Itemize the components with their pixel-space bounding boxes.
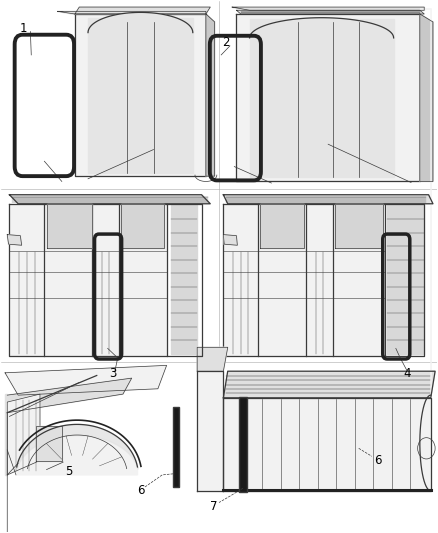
Polygon shape bbox=[46, 204, 92, 248]
Polygon shape bbox=[57, 11, 206, 14]
Polygon shape bbox=[10, 204, 166, 356]
Polygon shape bbox=[121, 204, 164, 248]
Polygon shape bbox=[261, 204, 304, 248]
Polygon shape bbox=[223, 371, 435, 398]
Polygon shape bbox=[171, 205, 197, 354]
Text: 6: 6 bbox=[374, 454, 382, 466]
Polygon shape bbox=[5, 394, 7, 475]
Polygon shape bbox=[223, 235, 237, 245]
Text: 5: 5 bbox=[65, 465, 72, 478]
Polygon shape bbox=[75, 14, 206, 176]
Polygon shape bbox=[5, 366, 166, 395]
Polygon shape bbox=[237, 10, 424, 14]
Polygon shape bbox=[335, 204, 383, 248]
Polygon shape bbox=[35, 426, 62, 461]
Polygon shape bbox=[197, 348, 228, 371]
Polygon shape bbox=[206, 14, 215, 176]
Text: 7: 7 bbox=[210, 500, 218, 513]
Polygon shape bbox=[223, 398, 431, 491]
Polygon shape bbox=[223, 204, 385, 356]
Polygon shape bbox=[223, 195, 433, 204]
Polygon shape bbox=[387, 205, 424, 354]
Text: 1: 1 bbox=[20, 22, 27, 35]
Polygon shape bbox=[88, 18, 193, 173]
Bar bbox=[239, 397, 247, 492]
Polygon shape bbox=[232, 7, 424, 10]
Polygon shape bbox=[10, 195, 210, 204]
Polygon shape bbox=[75, 7, 210, 14]
Polygon shape bbox=[17, 424, 138, 475]
Text: 3: 3 bbox=[110, 367, 117, 381]
Polygon shape bbox=[7, 378, 132, 413]
Polygon shape bbox=[420, 14, 433, 181]
Polygon shape bbox=[250, 19, 394, 177]
Text: 2: 2 bbox=[222, 36, 230, 49]
Polygon shape bbox=[197, 371, 223, 491]
Bar bbox=[173, 407, 179, 487]
Text: 6: 6 bbox=[137, 484, 144, 497]
Polygon shape bbox=[7, 394, 40, 475]
Polygon shape bbox=[7, 235, 21, 245]
Text: 4: 4 bbox=[404, 367, 411, 381]
Polygon shape bbox=[237, 14, 420, 181]
